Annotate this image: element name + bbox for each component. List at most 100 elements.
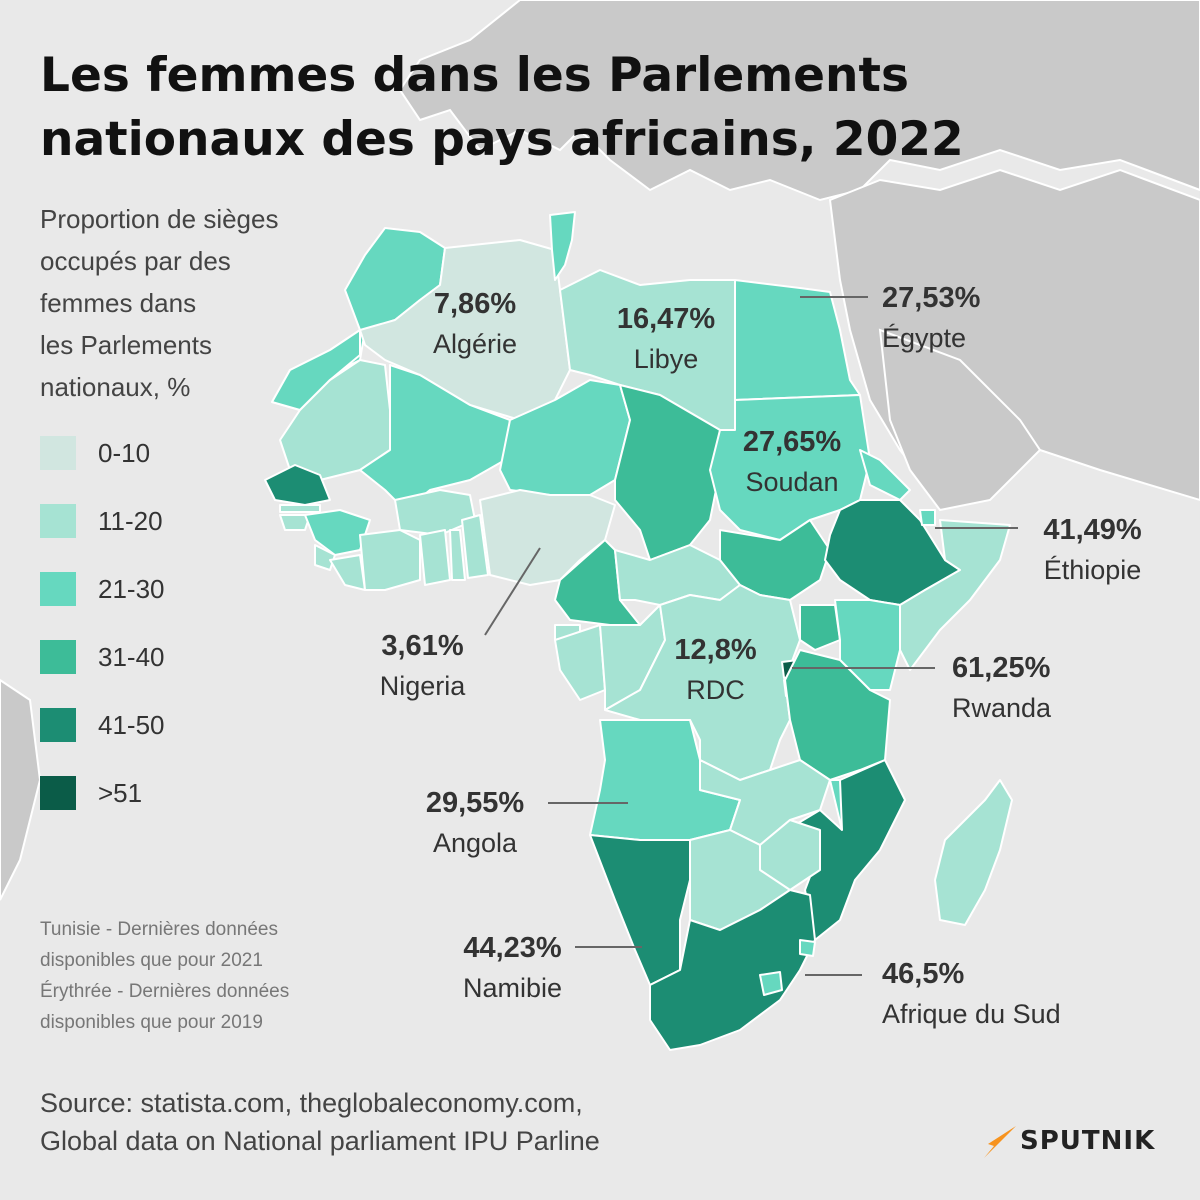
title-line-2: nationaux des pays africains, 2022 — [40, 112, 964, 167]
legend-title-line: nationaux, % — [40, 372, 191, 402]
country-gabon — [554, 624, 606, 701]
country-senegal — [264, 464, 331, 506]
source-text: Source: statista.com, theglobaleconomy.c… — [40, 1084, 940, 1160]
country-lesotho — [759, 971, 783, 996]
legend-swatch — [40, 436, 76, 470]
country-liberia — [329, 554, 366, 591]
legend-title-line: les Parlements — [40, 330, 212, 360]
callout-rwanda: 61,25% Rwanda — [952, 652, 1102, 724]
legend-swatch — [40, 640, 76, 674]
callout-algerie: 7,86% Algérie — [405, 288, 545, 360]
callout-value: 7,86% — [433, 288, 517, 320]
country-madagascar — [934, 779, 1013, 926]
callout-nigeria: 3,61% Nigeria — [355, 630, 490, 702]
country-tanzania — [784, 649, 891, 781]
callout-name: Namibie — [462, 973, 563, 1003]
callout-egypte: 27,53% Égypte — [882, 282, 1042, 354]
footnote-line: disponibles que pour 2019 — [40, 1012, 263, 1033]
country-benin — [461, 514, 489, 579]
sputnik-flame-icon — [984, 1126, 1016, 1158]
legend-item: 41-50 — [40, 708, 300, 742]
legend-item: 21-30 — [40, 572, 300, 606]
country-eritrea — [859, 449, 911, 501]
footnote: Tunisie - Dernières données disponibles … — [40, 914, 380, 1038]
callout-value: 41,49% — [1043, 514, 1142, 546]
legend-item: >51 — [40, 776, 300, 810]
legend-item: 0-10 — [40, 436, 300, 470]
leader-lines — [484, 296, 1018, 976]
callout-value: 44,23% — [463, 932, 562, 964]
callout-value: 29,55% — [425, 787, 525, 819]
country-ivory-coast — [359, 529, 421, 591]
callout-value: 16,47% — [616, 303, 716, 335]
country-togo — [449, 529, 466, 581]
source-line-2: Global data on National parliament IPU P… — [40, 1126, 600, 1156]
country-zambia — [699, 759, 831, 846]
callout-soudan: 27,65% Soudan — [722, 426, 862, 498]
leader-nigeria — [484, 547, 541, 636]
callout-name: Égypte — [882, 323, 967, 353]
callout-angola: 29,55% Angola — [405, 787, 545, 859]
country-djibouti — [919, 509, 936, 526]
country-mali — [359, 364, 511, 511]
country-sierra-leone — [314, 544, 336, 571]
legend-title-line: femmes dans — [40, 288, 197, 318]
legend-label: 11-20 — [98, 506, 163, 536]
callout-value: 46,5% — [882, 958, 965, 990]
footnote-line: Tunisie - Dernières données — [40, 919, 278, 940]
legend-title-line: occupés par des — [40, 246, 231, 276]
callout-value: 27,53% — [882, 282, 981, 314]
legend-item: 31-40 — [40, 640, 300, 674]
callout-ethiopie: 41,49% Éthiopie — [1020, 514, 1165, 586]
footnote-line: Érythrée - Dernières données — [40, 981, 290, 1002]
callout-name: Rwanda — [952, 693, 1052, 723]
callout-namibie: 44,23% Namibie — [445, 932, 580, 1004]
other-land — [0, 0, 1200, 901]
legend-label: 21-30 — [98, 574, 165, 604]
country-south-sudan — [719, 519, 831, 601]
page-title: Les femmes dans les Parlements nationaux… — [40, 44, 1140, 172]
country-namibia — [589, 834, 691, 986]
legend-label: >51 — [98, 778, 143, 808]
legend-item: 11-20 — [40, 504, 300, 538]
legend-label: 0-10 — [98, 438, 151, 468]
callout-value: 27,65% — [742, 426, 842, 458]
country-drc — [604, 584, 801, 781]
legend-label: 41-50 — [98, 710, 165, 740]
legend-swatch — [40, 708, 76, 742]
callout-name: Angola — [432, 828, 518, 858]
callout-name: Nigeria — [379, 671, 466, 701]
country-uganda — [799, 604, 841, 651]
country-ghana — [419, 529, 451, 586]
legend-swatch — [40, 572, 76, 606]
callout-value: 61,25% — [952, 652, 1051, 684]
callout-name: RDC — [686, 675, 745, 705]
legend-label: 31-40 — [98, 642, 165, 672]
country-south-africa — [649, 889, 816, 1051]
callout-name: Éthiopie — [1043, 555, 1142, 585]
legend-swatch — [40, 776, 76, 810]
source-line-1: Source: statista.com, theglobaleconomy.c… — [40, 1088, 583, 1118]
logo-text: SPUTNIK — [1020, 1126, 1156, 1156]
sputnik-logo: SPUTNIK — [980, 1122, 1170, 1162]
footnote-line: disponibles que pour 2021 — [40, 950, 263, 971]
callout-value: 3,61% — [381, 630, 464, 662]
callout-libye: 16,47% Libye — [596, 303, 736, 375]
callout-value: 12,8% — [674, 634, 757, 666]
callout-name: Afrique du Sud — [882, 999, 1061, 1029]
legend-title: Proportion de sièges occupés par des fem… — [40, 198, 360, 408]
callout-afrique-du-sud: 46,5% Afrique du Sud — [882, 958, 1112, 1030]
south-america-landmass — [0, 678, 42, 901]
callout-name: Algérie — [432, 329, 518, 359]
country-tunisia — [549, 211, 576, 281]
title-line-1: Les femmes dans les Parlements — [40, 48, 909, 103]
flame-shape — [984, 1126, 1016, 1158]
legend-title-line: Proportion de sièges — [40, 204, 279, 234]
country-eswatini — [799, 939, 816, 957]
callout-name: Soudan — [745, 467, 839, 497]
callout-rdc: 12,8% RDC — [648, 634, 783, 706]
callout-name: Libye — [633, 344, 699, 374]
europe-landmass — [398, 0, 1200, 202]
country-guinea — [304, 509, 371, 556]
